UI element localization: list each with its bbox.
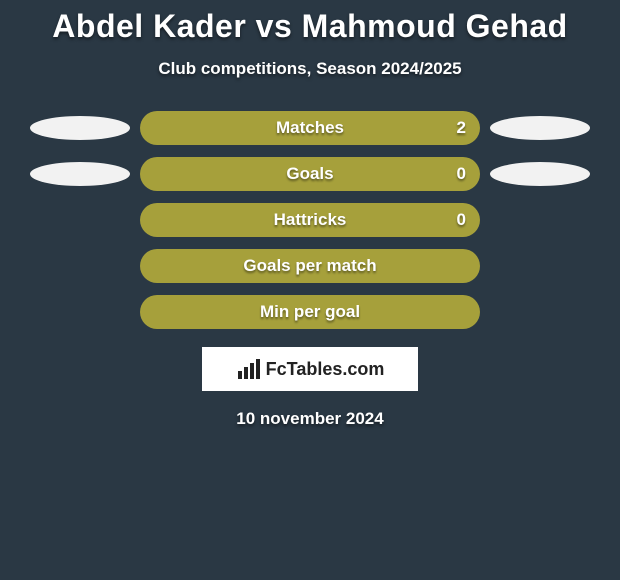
stat-bar: Hattricks0 bbox=[140, 203, 480, 237]
stat-label: Hattricks bbox=[140, 203, 480, 237]
left-side bbox=[20, 162, 140, 186]
subtitle: Club competitions, Season 2024/2025 bbox=[0, 59, 620, 79]
stat-value: 0 bbox=[457, 203, 466, 237]
stat-bar: Min per goal bbox=[140, 295, 480, 329]
stat-rows: Matches2Goals0Hattricks0Goals per matchM… bbox=[0, 111, 620, 329]
date-text: 10 november 2024 bbox=[0, 409, 620, 429]
stat-row: Matches2 bbox=[0, 111, 620, 145]
brand-prefix: Fc bbox=[266, 359, 287, 379]
stat-row: Hattricks0 bbox=[0, 203, 620, 237]
brand-suffix: Tables.com bbox=[287, 359, 385, 379]
player-oval-right bbox=[490, 162, 590, 186]
stat-bar: Goals per match bbox=[140, 249, 480, 283]
brand-text: FcTables.com bbox=[266, 359, 385, 380]
stat-label: Goals bbox=[140, 157, 480, 191]
stat-label: Goals per match bbox=[140, 249, 480, 283]
stat-value: 0 bbox=[457, 157, 466, 191]
left-side bbox=[20, 116, 140, 140]
player-oval-left bbox=[30, 162, 130, 186]
bars-icon bbox=[236, 359, 262, 379]
right-side bbox=[480, 162, 600, 186]
page-title: Abdel Kader vs Mahmoud Gehad bbox=[0, 8, 620, 45]
stat-row: Goals per match bbox=[0, 249, 620, 283]
stat-bar: Matches2 bbox=[140, 111, 480, 145]
stat-bar: Goals0 bbox=[140, 157, 480, 191]
right-side bbox=[480, 116, 600, 140]
brand-logo: FcTables.com bbox=[202, 347, 418, 391]
comparison-infographic: Abdel Kader vs Mahmoud Gehad Club compet… bbox=[0, 0, 620, 429]
stat-value: 2 bbox=[457, 111, 466, 145]
stat-row: Goals0 bbox=[0, 157, 620, 191]
stat-label: Min per goal bbox=[140, 295, 480, 329]
stat-label: Matches bbox=[140, 111, 480, 145]
player-oval-right bbox=[490, 116, 590, 140]
stat-row: Min per goal bbox=[0, 295, 620, 329]
player-oval-left bbox=[30, 116, 130, 140]
